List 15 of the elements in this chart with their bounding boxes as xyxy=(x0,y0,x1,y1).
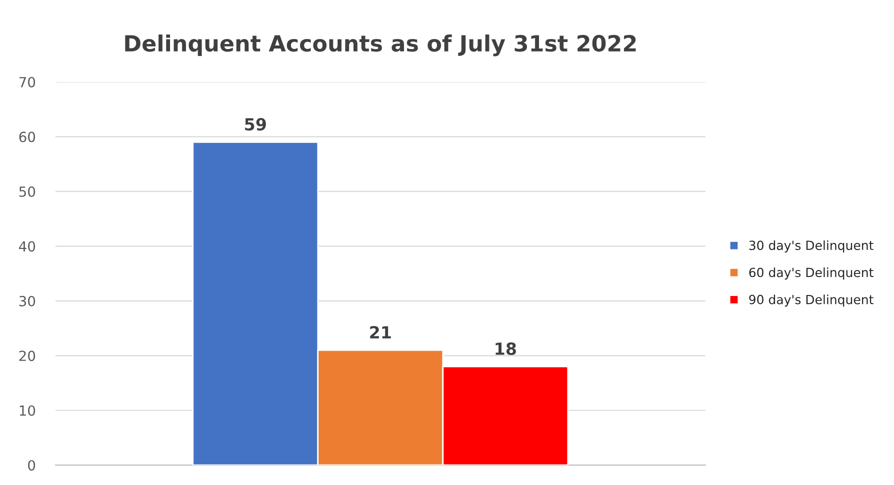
y-tick-label: 30 xyxy=(19,296,36,306)
data-label: 59 xyxy=(245,118,266,131)
chart-title: Delinquent Accounts as of July 31st 2022 xyxy=(125,34,636,56)
legend-label: 30 day's Delinquent xyxy=(749,240,874,252)
y-tick-label: 70 xyxy=(19,76,36,88)
legend-label: 90 day's Delinquent xyxy=(749,294,874,307)
y-tick-label: 40 xyxy=(18,241,36,252)
y-tick-label: 50 xyxy=(19,186,36,197)
data-label: 21 xyxy=(370,326,391,338)
data-label: 18 xyxy=(496,342,516,356)
y-tick-label: 0 xyxy=(28,460,36,471)
legend-label: 60 day's Delinquent xyxy=(749,267,874,280)
y-tick-label: 60 xyxy=(19,132,36,142)
y-tick-label: 10 xyxy=(20,405,36,416)
y-tick-label: 20 xyxy=(19,350,36,362)
